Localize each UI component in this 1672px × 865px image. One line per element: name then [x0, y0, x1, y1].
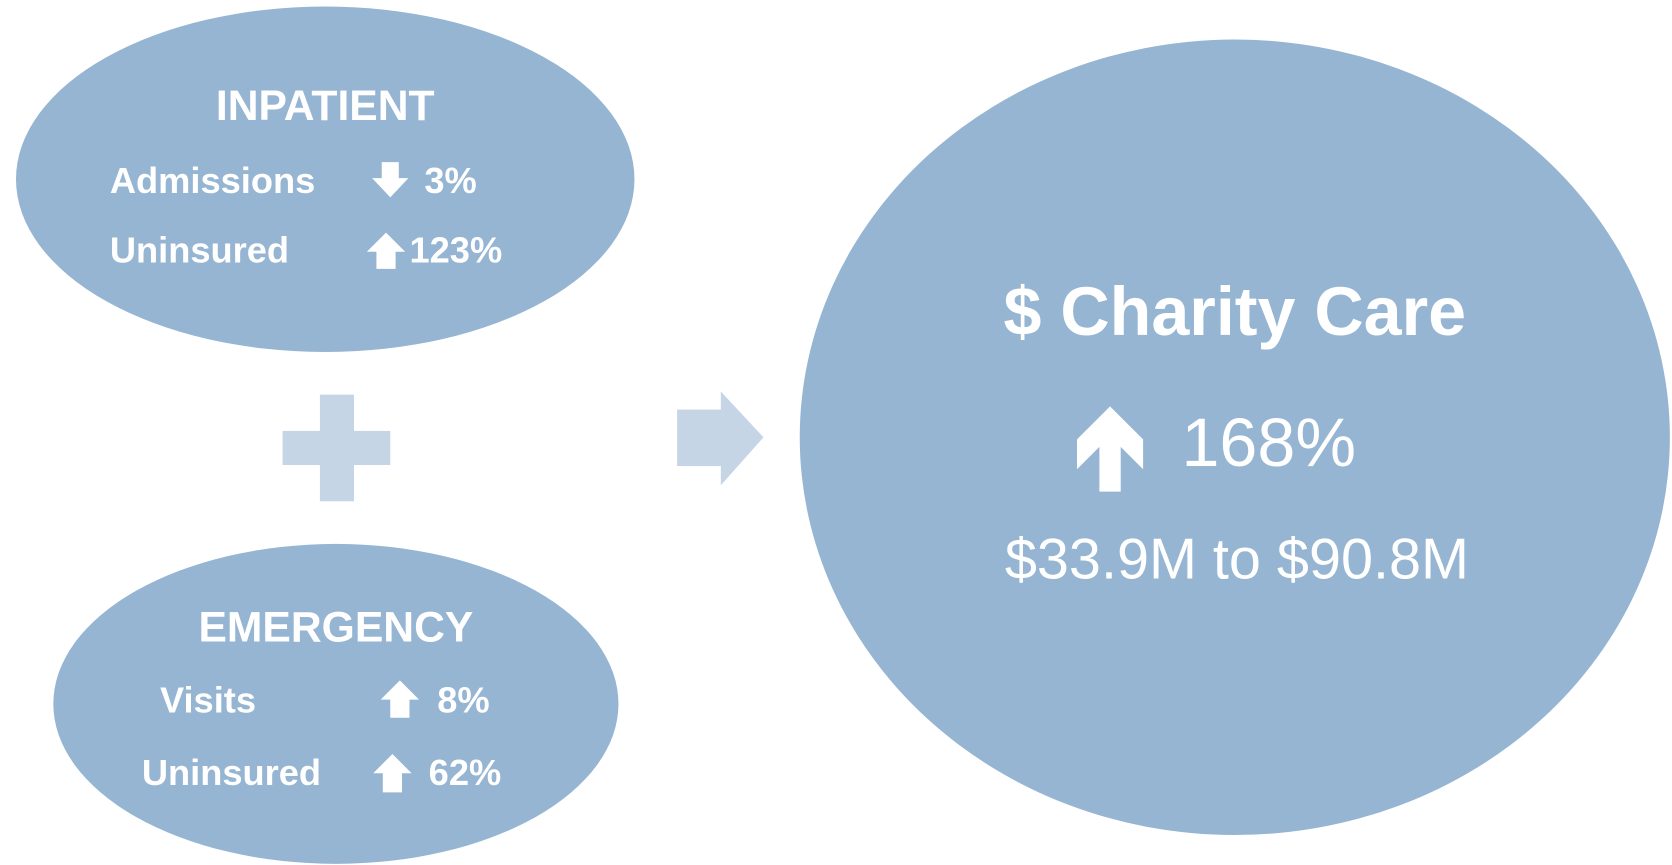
right-arrow [677, 391, 764, 486]
inpatient-ellipse [15, 6, 635, 352]
result-detail: $33.9M to $90.8M [1005, 527, 1469, 591]
row-label: Visits [160, 679, 256, 720]
down-arrow [372, 162, 409, 198]
result-title: $ Charity Care [1003, 274, 1466, 350]
result-change: 168% [1181, 405, 1356, 481]
up-arrow [1076, 406, 1144, 492]
row-value: 3% [424, 160, 476, 201]
row-label: Admissions [110, 160, 315, 201]
plus-sign [282, 394, 391, 502]
emergency-title: EMERGENCY [198, 604, 473, 652]
row-value: 62% [429, 752, 502, 793]
row-label: Uninsured [142, 752, 321, 793]
row-value: 8% [437, 679, 489, 720]
up-arrow [366, 232, 406, 269]
inpatient-title: INPATIENT [216, 82, 435, 130]
row-value: 123% [409, 229, 502, 270]
up-arrow [380, 680, 420, 718]
row-label: Uninsured [110, 229, 289, 270]
emergency-ellipse [53, 543, 619, 864]
result-ellipse [799, 39, 1670, 836]
